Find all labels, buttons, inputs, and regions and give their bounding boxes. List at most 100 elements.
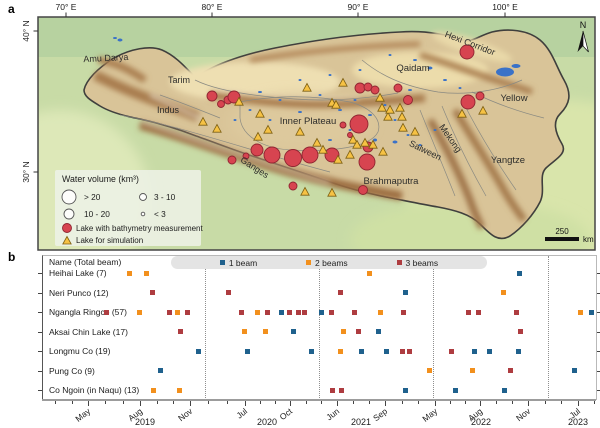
legend-title: Water volume (km³) (62, 174, 139, 184)
simulation-lake-marker (345, 149, 355, 159)
bathymetry-lake-marker (393, 83, 403, 93)
bathymetry-lake-marker (475, 91, 485, 101)
scale-value: 250 (555, 227, 569, 236)
simulation-lake-marker (360, 137, 370, 147)
water-body (358, 69, 362, 71)
beam-point (238, 309, 244, 315)
row-tick (38, 312, 42, 313)
beam-legend-item: 2 beams (306, 258, 348, 268)
water-body (408, 89, 412, 91)
beam-point (329, 387, 335, 393)
panel-a-label: a (8, 2, 15, 16)
row-tick (38, 331, 42, 333)
legend-yellow-triangle-icon (62, 235, 72, 245)
x-minor-tick (561, 401, 563, 404)
beam-point (254, 309, 260, 315)
water-body (298, 111, 302, 113)
beam-point (383, 348, 389, 354)
beam-point (340, 329, 346, 334)
lake-row-label: Aksai Chin Lake (17) (49, 326, 128, 337)
legend-size-label: 10 - 20 (84, 209, 110, 219)
beam-point (126, 270, 132, 276)
beam-point (174, 309, 180, 315)
bathymetry-lake-marker (324, 147, 340, 163)
year-boundary-line (205, 256, 206, 400)
simulation-lakes (198, 77, 488, 197)
longitude-tick-label: 70° E (56, 2, 77, 12)
legend-size-circle (139, 193, 147, 201)
water-body (393, 119, 397, 121)
water-body (427, 66, 433, 70)
x-minor-tick (512, 401, 513, 404)
simulation-lake-marker (398, 122, 408, 132)
row-tick (597, 351, 600, 352)
water-body (328, 74, 332, 76)
x-minor-tick (594, 401, 595, 404)
simulation-lake-marker (300, 186, 310, 196)
water-body (413, 59, 417, 61)
beam-point (278, 309, 284, 315)
x-minor-tick (544, 401, 546, 404)
simulation-lake-marker (255, 108, 265, 118)
beam-point (318, 309, 324, 315)
x-major-tick (528, 401, 529, 406)
legend-size-classes: > 20 10 - 20 3 - 10 < 3 (61, 189, 176, 220)
simulation-lake-marker (395, 102, 405, 112)
beam-point (426, 368, 432, 373)
x-minor-tick (55, 401, 56, 404)
map-region-label: Qaidam (396, 63, 429, 74)
lake-row-label: Neri Punco (12) (49, 287, 109, 298)
bathymetry-lake-marker (358, 153, 376, 171)
bathymetry-lake-marker (349, 114, 369, 134)
beam-point (465, 309, 471, 315)
beam-point (471, 348, 477, 354)
simulation-lake-marker (333, 154, 343, 164)
simulation-lake-marker (312, 137, 322, 147)
beam-point (377, 309, 383, 315)
latitude-tick-label: 40° N (21, 20, 31, 41)
x-year-label: 2021 (350, 417, 372, 427)
water-body (348, 129, 352, 131)
bathymetry-lake-marker (288, 181, 298, 191)
legend-size-circle (140, 211, 146, 217)
beam-point (225, 290, 231, 295)
beam-point (588, 309, 594, 315)
x-tick-label: Jun (324, 406, 342, 423)
beam-point (184, 309, 190, 315)
beam-point (290, 329, 296, 334)
bathymetry-lake-marker (354, 82, 366, 94)
beam-legend: 1 beam 2 beams 3 beams (171, 256, 487, 269)
x-minor-tick (105, 401, 107, 404)
x-major-tick (337, 401, 338, 406)
beam-point (515, 348, 521, 354)
lake-row-label: Co Ngoin (in Naqu) (13) (49, 385, 140, 395)
x-year-label: 2022 (470, 417, 492, 427)
simulation-lake-marker (383, 111, 393, 121)
simulation-lake-marker (378, 146, 388, 156)
map-panel: a (8, 2, 596, 251)
beam-point (452, 387, 458, 393)
water-body (278, 99, 282, 101)
bathymetry-lake-marker (284, 149, 302, 167)
beam-point (149, 290, 155, 295)
water-body (338, 109, 342, 111)
simulation-lake-marker (234, 96, 244, 106)
beam-point (469, 368, 475, 373)
north-label: N (580, 20, 587, 30)
beam-point (507, 368, 513, 373)
beam-point (475, 309, 481, 315)
beam-legend-label: 1 beam (228, 257, 258, 268)
simulation-lake-marker (352, 139, 362, 149)
beam-point (103, 309, 109, 315)
year-boundary-line (433, 256, 434, 400)
simulation-lake-marker (457, 108, 467, 118)
x-minor-tick (353, 401, 354, 404)
simulation-lake-marker (348, 134, 358, 144)
x-minor-tick (401, 401, 403, 404)
map-region-label: Yellow (500, 93, 527, 104)
x-tick-label: Jul (234, 406, 250, 421)
x-minor-tick (122, 401, 124, 404)
beam-point (366, 270, 372, 276)
beam-timeline-panel: b Name (Total beam) 1 beam 2 beams 3 beams… (0, 250, 600, 428)
